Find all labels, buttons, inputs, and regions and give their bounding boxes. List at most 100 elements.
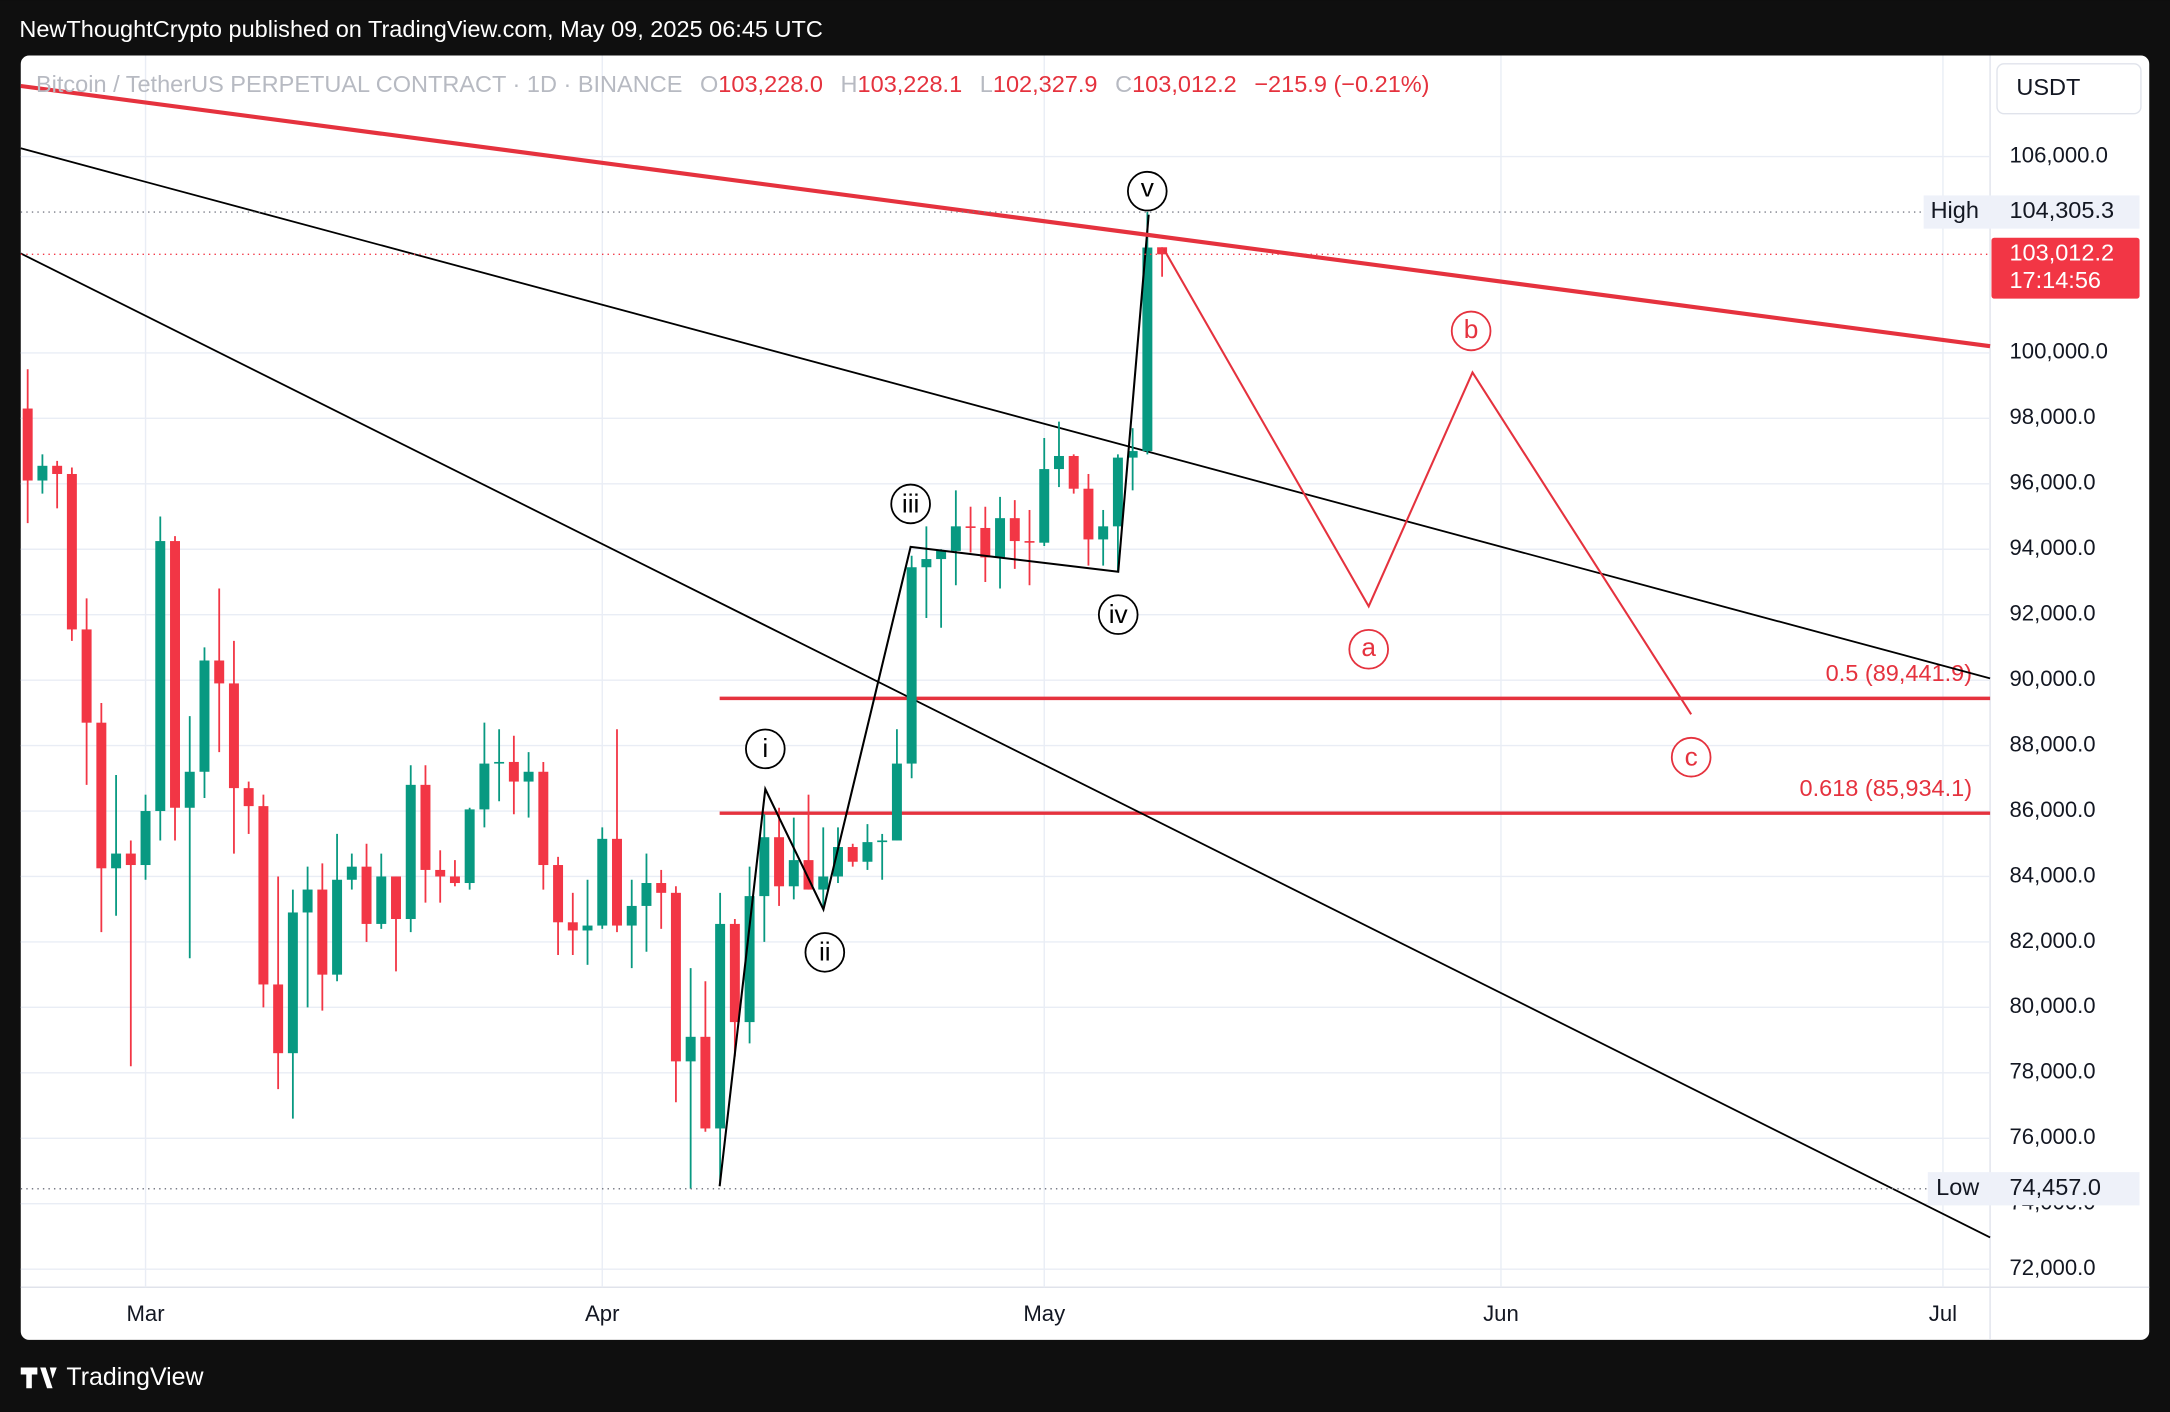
x-tick-label: Apr [585, 1301, 619, 1326]
candle-body [744, 896, 755, 1023]
candle-body [317, 889, 328, 975]
high-tag [1923, 195, 2140, 229]
wave-label: ii [819, 937, 831, 967]
projection-path [1162, 248, 1693, 715]
candles [22, 212, 1168, 1189]
candle-body [273, 984, 284, 1054]
candle-body [877, 840, 888, 843]
candle-body [980, 527, 991, 558]
candle-body [302, 889, 313, 913]
candle-body [214, 660, 225, 684]
projection-label: c [1685, 742, 1698, 772]
legend-header: Bitcoin / TetherUS PERPETUAL CONTRACT · … [36, 71, 1430, 97]
candle-body [774, 837, 785, 887]
candle-body [906, 567, 917, 764]
candle-body [685, 1036, 696, 1062]
y-tick-label: 96,000.0 [2009, 470, 2095, 495]
candle-body [332, 879, 343, 975]
wave-circle [1127, 170, 1168, 212]
x-tick-label: May [1023, 1301, 1066, 1326]
candle-body [22, 408, 33, 481]
candle-body [37, 465, 48, 481]
candle-body [1009, 518, 1020, 542]
ohlc-key: H [841, 71, 858, 97]
candle-body [464, 809, 475, 884]
last-price: 103,012.2 [2009, 240, 2114, 266]
candle-body [950, 526, 961, 551]
candle-body [729, 923, 740, 1023]
projection-label: b [1464, 314, 1479, 344]
candle-body [597, 838, 608, 926]
candle-body [670, 892, 681, 1062]
wave-label: iii [902, 488, 920, 518]
candle-body [449, 876, 460, 884]
y-tick-label: 90,000.0 [2009, 666, 2095, 691]
candle-body [391, 876, 401, 920]
candle-body [376, 876, 387, 924]
candle-body [125, 853, 136, 866]
candle-body [612, 838, 622, 926]
ohlc-key: C [1115, 71, 1132, 97]
low-name: Low [1936, 1174, 1980, 1200]
candle-body [656, 883, 667, 893]
candle-body [435, 869, 446, 877]
candle-body [1142, 247, 1153, 452]
candle-body [494, 761, 505, 764]
fib-label: 0.5 (89,441.9) [1826, 660, 1972, 686]
currency-button[interactable] [1996, 63, 2142, 115]
price-tags: High 104,305.3 Low 74,457.0 103,012.217:14:5… [20, 195, 2140, 1206]
y-tick-label: 98,000.0 [2009, 404, 2095, 429]
candle-body [862, 842, 873, 862]
candle-body [479, 763, 490, 810]
candle-body [1112, 457, 1123, 527]
grid [20, 55, 1991, 1288]
ohlc-value: 103,228.0 [718, 71, 823, 97]
currency[interactable]: USDT [2016, 74, 2080, 100]
y-tick-label: 78,000.0 [2009, 1059, 2095, 1084]
wave-circle [890, 483, 931, 525]
wave-label: v [1141, 173, 1155, 203]
y-tick-label: 106,000.0 [2009, 142, 2107, 167]
candle-body [818, 876, 829, 890]
candle-body [788, 860, 799, 887]
resistance-line [20, 83, 1991, 349]
x-tick-label: Mar [126, 1301, 164, 1326]
candle-body [155, 541, 166, 812]
projection-circle [1348, 628, 1389, 670]
wave-label: iv [1109, 599, 1129, 629]
wave-paths [20, 83, 1991, 1187]
candle-body [52, 465, 63, 474]
brand-name: TradingView [66, 1363, 204, 1391]
high-value: 104,305.3 [2009, 197, 2114, 223]
candle-body [199, 660, 210, 772]
brand: TradingView [20, 1363, 204, 1391]
projection-circle [1670, 736, 1712, 778]
candle-body [184, 771, 195, 808]
last-price-tag [1991, 237, 2140, 299]
candle-body [1039, 469, 1050, 543]
trend-line [20, 252, 1991, 1239]
symbol-title: Bitcoin / TetherUS PERPETUAL CONTRACT · … [36, 71, 682, 97]
trend-line [20, 147, 1991, 680]
candle-body [715, 923, 726, 1129]
projection-circle [1450, 310, 1492, 352]
candle-body [538, 771, 549, 866]
candle-body [847, 847, 858, 862]
candle-body [1024, 541, 1035, 543]
candle-body [1127, 451, 1138, 458]
wave-label: i [762, 733, 768, 763]
low-tag [1927, 1172, 2140, 1206]
candle-body [66, 473, 77, 630]
candle-body [346, 866, 357, 880]
change: −215.9 (−0.21%) [1254, 71, 1429, 97]
candle-body [96, 722, 107, 869]
candle-body [921, 559, 932, 568]
candle-body [1053, 455, 1064, 470]
candle-body [641, 883, 652, 906]
candle-body [965, 526, 976, 528]
candle-body [243, 788, 254, 807]
candle-body [1157, 247, 1168, 255]
countdown: 17:14:56 [2009, 267, 2101, 293]
ohlc-value: 102,327.9 [993, 71, 1098, 97]
y-tick-label: 84,000.0 [2009, 862, 2095, 887]
